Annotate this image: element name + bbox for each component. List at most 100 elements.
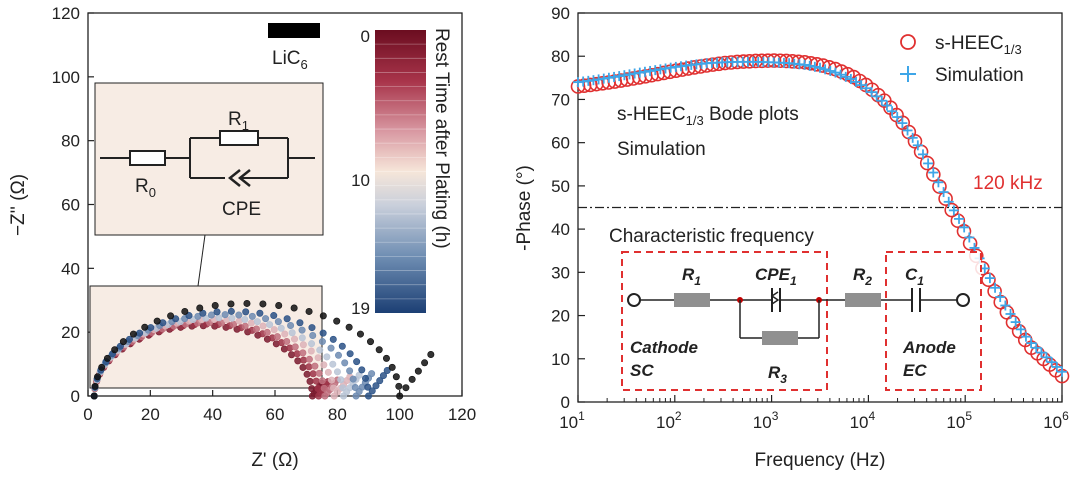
nyquist-point — [288, 351, 296, 359]
bode-y-tick: 30 — [551, 263, 570, 282]
bode-point-simulation — [799, 59, 810, 70]
bode-point-simulation — [1036, 347, 1047, 358]
nyquist-point — [181, 307, 189, 315]
nyquist-point — [227, 300, 235, 308]
nyquist-point — [291, 335, 299, 343]
nyquist-series — [90, 299, 435, 400]
legend-label-simulation: Simulation — [935, 65, 1024, 86]
nyquist-point — [329, 360, 337, 368]
nyquist-point — [309, 332, 317, 340]
label-cathode: Cathode — [630, 338, 698, 357]
bode-point-simulation — [959, 222, 970, 233]
nyquist-point — [315, 369, 323, 377]
label-anode: Anode — [902, 338, 956, 357]
nyquist-point — [362, 374, 370, 382]
bode-point-sheec — [907, 134, 923, 149]
nyquist-zoom-box — [89, 234, 323, 389]
legend-label-lic6: LiC6 — [272, 48, 308, 72]
bode-point-simulation — [1005, 308, 1016, 319]
bode-point-simulation — [804, 60, 815, 71]
bode-y-tick: 10 — [551, 350, 570, 369]
nyquist-point — [283, 337, 291, 345]
char-freq-label: Characteristic frequency — [609, 226, 814, 247]
nyquist-point — [333, 317, 341, 325]
bode-point-simulation — [1041, 352, 1052, 363]
nyquist-point — [312, 377, 320, 385]
nyquist-point — [283, 315, 291, 323]
bode-point-sheec — [932, 179, 947, 194]
nyquist-series-19h — [90, 307, 391, 400]
nyquist-point — [273, 333, 281, 341]
nyquist-x-tick: 60 — [266, 405, 285, 424]
anode-ec-box — [885, 251, 982, 391]
circuit-cpe1 — [770, 291, 780, 305]
nyquist-point — [367, 338, 375, 346]
nyquist-point — [388, 363, 396, 371]
bode-point-simulation — [835, 69, 846, 80]
nyquist-point — [337, 376, 345, 384]
nyquist-y-tick: 40 — [61, 259, 80, 278]
nyquist-point — [311, 362, 319, 370]
nyquist-point — [308, 324, 316, 332]
nyquist-point — [299, 349, 307, 357]
nyquist-point — [259, 322, 267, 330]
nyquist-point — [372, 382, 380, 390]
bode-x-tick: 105 — [946, 409, 972, 432]
nyquist-y-tick: 100 — [52, 68, 80, 87]
nyquist-point — [235, 311, 243, 319]
bode-point-simulation — [887, 106, 898, 117]
nyquist-point — [414, 367, 422, 375]
nyquist-point — [94, 373, 102, 381]
bode-point-simulation — [943, 196, 954, 207]
bode-point-simulation — [1020, 331, 1031, 342]
nyquist-point — [364, 392, 372, 400]
nyquist-point — [136, 329, 144, 337]
nyquist-y-tick: 60 — [61, 196, 80, 215]
nyquist-y-tick: 80 — [61, 132, 80, 151]
nyquist-point — [241, 316, 249, 324]
r1-label: R1 — [228, 109, 249, 133]
nyquist-point — [338, 342, 346, 350]
nyquist-point — [241, 322, 249, 330]
nyquist-point — [298, 326, 306, 334]
nyquist-point — [408, 375, 416, 383]
nyquist-point — [305, 355, 313, 363]
nyquist-point — [305, 363, 313, 371]
cathode-sc-box — [621, 251, 828, 391]
nyquist-point — [153, 317, 161, 325]
nyquist-point — [300, 356, 308, 364]
nyquist-point — [270, 326, 278, 334]
bode-point-simulation — [1010, 317, 1021, 328]
nyquist-point — [167, 312, 175, 320]
nyquist-point — [309, 370, 317, 378]
bode-x-tick: 106 — [1043, 409, 1069, 432]
nyquist-point — [288, 329, 296, 337]
cpe-label: CPE — [222, 199, 261, 220]
nyquist-point — [421, 359, 429, 367]
nyquist-point — [358, 366, 366, 374]
bode-y-tick: 80 — [551, 47, 570, 66]
nyquist-y-tick: 120 — [52, 4, 80, 23]
zoom-connector — [197, 234, 206, 287]
colorbar-tick-10: 10 — [351, 171, 370, 190]
bode-x-tick: 101 — [559, 409, 585, 432]
bode-point-simulation — [907, 132, 918, 143]
bode-point-simulation — [912, 140, 923, 151]
bode-point-simulation — [861, 83, 872, 94]
nyquist-point — [248, 312, 256, 320]
nyquist-point — [227, 307, 235, 315]
nyquist-point — [281, 330, 289, 338]
bode-point-simulation — [851, 76, 862, 87]
nyquist-point — [346, 350, 354, 358]
nyquist-point — [314, 354, 322, 362]
bode-point-simulation — [902, 125, 913, 136]
nyquist-point — [215, 314, 223, 322]
nyquist-point — [327, 344, 335, 352]
bode-point-simulation — [830, 67, 841, 78]
bode-point-simulation — [954, 213, 965, 224]
nyquist-point — [308, 340, 316, 348]
bode-x-tick: 104 — [850, 409, 876, 432]
nyquist-point — [307, 347, 315, 355]
bode-series — [570, 53, 1070, 384]
